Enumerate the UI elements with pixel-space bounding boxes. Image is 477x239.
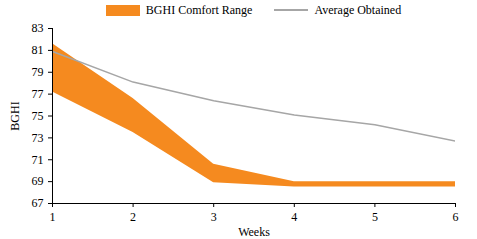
svg-text:2: 2 [130,210,136,224]
svg-text:75: 75 [32,109,44,123]
svg-text:77: 77 [32,87,44,101]
svg-text:67: 67 [32,196,44,210]
html-text:Average Obtained: Average Obtained [314,2,402,17]
svg-text:4: 4 [291,210,297,224]
svg-text:79: 79 [32,65,44,79]
svg-text:81: 81 [32,43,44,57]
svg-text:69: 69 [32,174,44,188]
svg-text:73: 73 [32,131,44,145]
html-text:BGHI Comfort Range: BGHI Comfort Range [145,2,253,17]
svg-text:5: 5 [372,210,378,224]
svg-text:83: 83 [32,21,44,35]
svg-text:6: 6 [453,210,459,224]
svg-text:1: 1 [50,210,56,224]
svg-text:3: 3 [211,210,217,224]
svg-text:BGHI: BGHI [8,101,22,130]
svg-text:71: 71 [32,153,44,167]
svg-text:Weeks: Weeks [238,225,270,239]
